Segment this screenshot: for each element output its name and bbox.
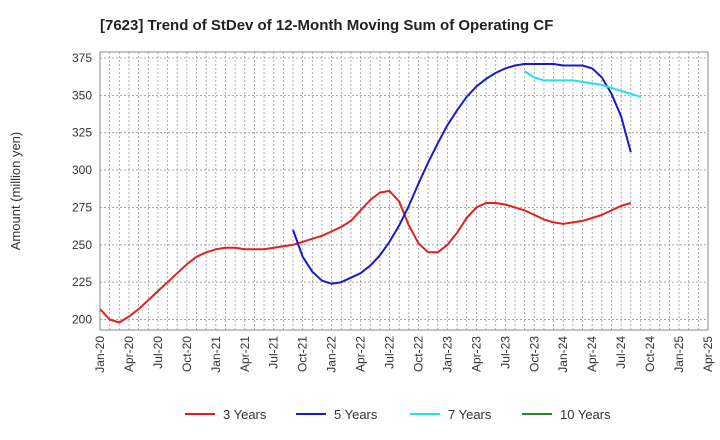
- x-tick-label: Jan-24: [556, 336, 570, 373]
- legend-label: 10 Years: [560, 407, 611, 422]
- x-tick-label: Oct-24: [643, 336, 657, 372]
- y-tick-label: 275: [72, 200, 92, 214]
- x-tick-label: Apr-20: [122, 336, 136, 372]
- x-tick-label: Jan-25: [672, 336, 686, 373]
- x-tick-label: Apr-21: [238, 336, 252, 372]
- x-tick-label: Oct-22: [411, 336, 425, 372]
- legend: 3 Years 5 Years 7 Years 10 Years: [185, 407, 611, 422]
- x-tick-label: Apr-22: [354, 336, 368, 372]
- x-tick-label: Jan-23: [440, 336, 454, 373]
- plot-frame: [99, 51, 709, 331]
- y-tick-label: 200: [72, 313, 92, 327]
- y-tick-label: 250: [72, 238, 92, 252]
- x-tick-label: Apr-25: [701, 336, 715, 372]
- y-tick-label: 350: [72, 88, 92, 102]
- x-tick-label: Jul-24: [614, 336, 628, 369]
- x-tick-label: Jul-21: [267, 336, 281, 369]
- x-tick-label: Jan-21: [209, 336, 223, 373]
- grid: [100, 52, 708, 330]
- x-tick-label: Apr-24: [585, 336, 599, 372]
- x-tick-label: Oct-21: [296, 336, 310, 372]
- x-tick-label: Jul-22: [383, 336, 397, 369]
- x-tick-labels: Jan-20 Apr-20 Jul-20 Oct-20 Jan-21 Apr-21 Jul-…: [93, 336, 715, 373]
- y-tick-label: 325: [72, 126, 92, 140]
- x-tick-label: Oct-20: [180, 336, 194, 372]
- y-tick-label: 375: [72, 51, 92, 65]
- x-tick-label: Apr-23: [469, 336, 483, 372]
- x-tick-label: Oct-23: [527, 336, 541, 372]
- series-line: [99, 190, 632, 324]
- series-line: [524, 70, 641, 98]
- series-line: [292, 63, 632, 285]
- series-lines: [99, 63, 641, 324]
- y-tick-label: 225: [72, 275, 92, 289]
- legend-label: 3 Years: [223, 407, 267, 422]
- x-tick-label: Jan-22: [325, 336, 339, 373]
- legend-label: 5 Years: [334, 407, 378, 422]
- legend-label: 7 Years: [448, 407, 492, 422]
- y-tick-label: 300: [72, 163, 92, 177]
- x-tick-label: Jan-20: [93, 336, 107, 373]
- y-tick-labels: 200 225 250 275 300 325 350 375: [72, 51, 92, 327]
- x-tick-label: Jul-23: [498, 336, 512, 369]
- y-axis-label: Amount (million yen): [8, 132, 23, 251]
- chart-title: [7623] Trend of StDev of 12-Month Moving…: [100, 17, 553, 34]
- x-tick-label: Jul-20: [151, 336, 165, 369]
